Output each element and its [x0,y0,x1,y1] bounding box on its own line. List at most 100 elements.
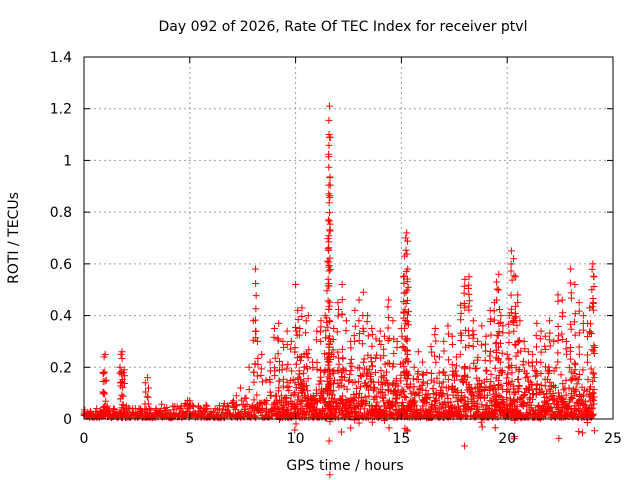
data-point [245,363,253,371]
data-point [505,354,513,362]
data-point [325,238,333,246]
data-point [252,334,260,342]
data-point [325,232,333,240]
data-point [304,394,312,402]
data-point [487,397,495,405]
data-point [291,389,299,397]
data-point [101,350,109,358]
y-tick-label: 0.2 [50,360,72,376]
data-point [418,371,426,379]
data-point [266,358,274,366]
data-point [575,329,583,337]
y-tick-label: 0.4 [50,309,72,325]
data-point [448,382,456,390]
data-point [532,391,540,399]
data-point [482,347,490,355]
data-point [579,391,587,399]
data-point [591,344,599,352]
data-point [252,414,260,422]
data-point [326,134,334,142]
data-point [110,405,118,413]
data-point [313,359,321,367]
data-point [545,395,553,403]
data-point [102,376,110,384]
data-point [337,428,345,436]
data-point [465,290,473,298]
data-point [435,369,443,377]
data-point [503,350,511,358]
data-point [342,395,350,403]
data-point [351,405,359,413]
data-point [503,394,511,402]
data-point [253,391,261,399]
data-point [469,391,477,399]
data-point [423,395,431,403]
data-point [482,332,490,340]
data-point [389,380,397,388]
data-point [266,388,274,396]
data-point [559,403,567,411]
data-point [390,387,398,395]
data-point [329,397,337,405]
data-point [276,357,284,365]
data-point [252,404,260,412]
data-point [461,394,469,402]
data-point [464,285,472,293]
data-point [278,361,286,369]
data-point [435,379,443,387]
data-point [203,405,211,413]
x-tick-label: 25 [604,431,622,447]
data-point [550,337,558,345]
data-point [317,366,325,374]
data-point [373,351,381,359]
data-point [410,363,418,371]
data-point [512,273,520,281]
data-point [537,370,545,378]
data-point [511,397,519,405]
data-point [254,354,262,362]
data-point [317,337,325,345]
data-point [514,291,522,299]
data-point [385,424,393,432]
data-point [326,220,334,228]
data-point [461,371,469,379]
data-point [294,392,302,400]
data-point [461,442,469,450]
data-point [496,358,504,366]
data-point [368,342,376,350]
data-point [495,319,503,327]
data-point [438,405,446,413]
data-point [237,384,245,392]
data-point [439,390,447,398]
data-point [288,367,296,375]
data-point [521,390,529,398]
data-point [567,368,575,376]
data-point [414,376,422,384]
data-point [250,396,258,404]
data-point [532,332,540,340]
data-point [101,368,109,376]
data-point [251,316,259,324]
data-point [494,343,502,351]
data-point [481,340,489,348]
data-point [271,399,279,407]
data-point [506,381,514,389]
data-point [403,311,411,319]
data-point [565,384,573,392]
data-point [287,337,295,345]
data-point [579,429,587,437]
data-point [371,384,379,392]
data-point [376,327,384,335]
data-point [410,383,418,391]
data-point [325,150,333,158]
data-point [571,359,579,367]
data-point [258,350,266,358]
data-point [449,341,457,349]
data-point [398,398,406,406]
data-point [590,347,598,355]
data-point [431,352,439,360]
data-point [400,324,408,332]
data-point [477,379,485,387]
data-point [554,323,562,331]
data-point [119,401,127,409]
